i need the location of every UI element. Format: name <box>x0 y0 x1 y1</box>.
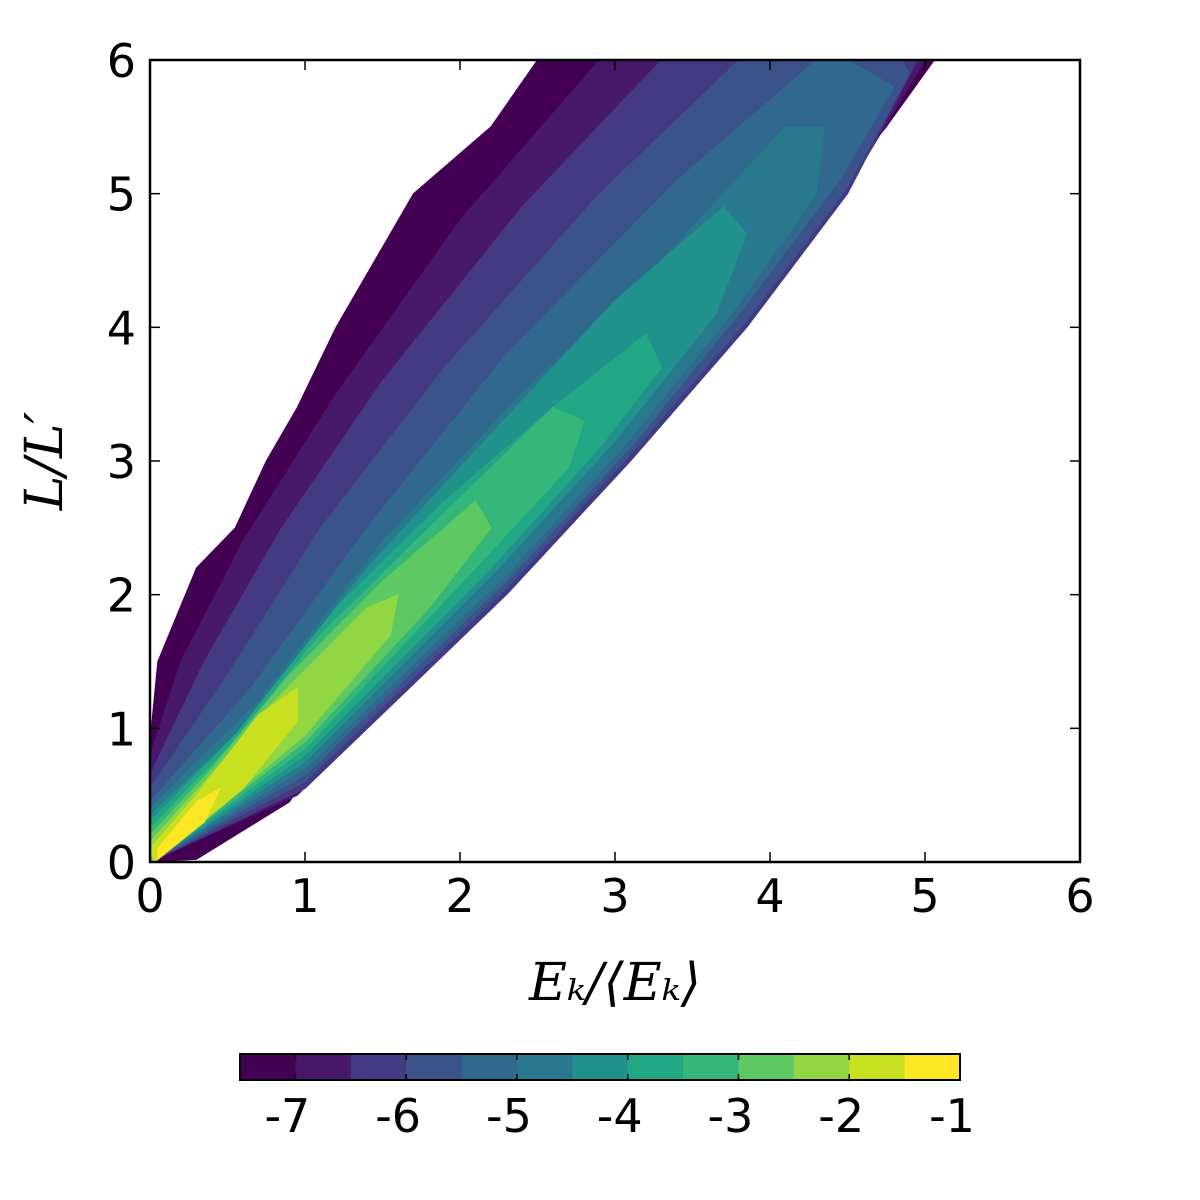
colorbar-band <box>904 1054 961 1080</box>
colorbar-band <box>572 1054 629 1080</box>
colorbar-tick-label: -7 <box>264 1089 310 1143</box>
colorbar-band <box>849 1054 906 1080</box>
x-tick-label: 5 <box>910 869 939 923</box>
y-tick-label: 2 <box>107 569 136 623</box>
y-tick-label: 4 <box>107 301 136 355</box>
colorbar-tick-label: -4 <box>597 1089 643 1143</box>
contour-region <box>157 787 221 861</box>
colorbar-tick-label: -3 <box>708 1089 754 1143</box>
colorbar-band <box>793 1054 850 1080</box>
x-tick-label: 3 <box>600 869 629 923</box>
x-axis-label: Eₖ/⟨Eₖ⟩ <box>528 953 701 1013</box>
x-tick-label: 1 <box>290 869 319 923</box>
colorbar-band <box>738 1054 795 1080</box>
colorbar-tick-label: -2 <box>818 1089 864 1143</box>
colorbar-tick-label: -6 <box>375 1089 421 1143</box>
x-tick-label: 2 <box>445 869 474 923</box>
y-tick-label: 3 <box>107 435 136 489</box>
y-tick-label: 0 <box>107 836 136 890</box>
y-tick-label: 1 <box>107 702 136 756</box>
contour-regions <box>150 60 935 862</box>
colorbar-band <box>461 1054 518 1080</box>
y-axis-label: L/L′ <box>15 412 75 512</box>
x-tick-label: 6 <box>1065 869 1094 923</box>
x-tick-label: 0 <box>135 869 164 923</box>
y-tick-label: 6 <box>107 34 136 88</box>
colorbar-tick-label: -1 <box>929 1089 975 1143</box>
colorbar-band <box>683 1054 739 1080</box>
y-tick-label: 5 <box>107 168 136 222</box>
colorbar-band <box>350 1054 407 1080</box>
colorbar-band <box>627 1054 684 1080</box>
colorbar-band <box>406 1054 463 1080</box>
colorbar-band <box>295 1054 352 1080</box>
colorbar-tick-label: -5 <box>486 1089 532 1143</box>
colorbar-frame <box>239 1053 961 1081</box>
x-tick-label: 4 <box>755 869 784 923</box>
colorbar-band <box>240 1054 296 1080</box>
colorbar-band <box>516 1054 573 1080</box>
